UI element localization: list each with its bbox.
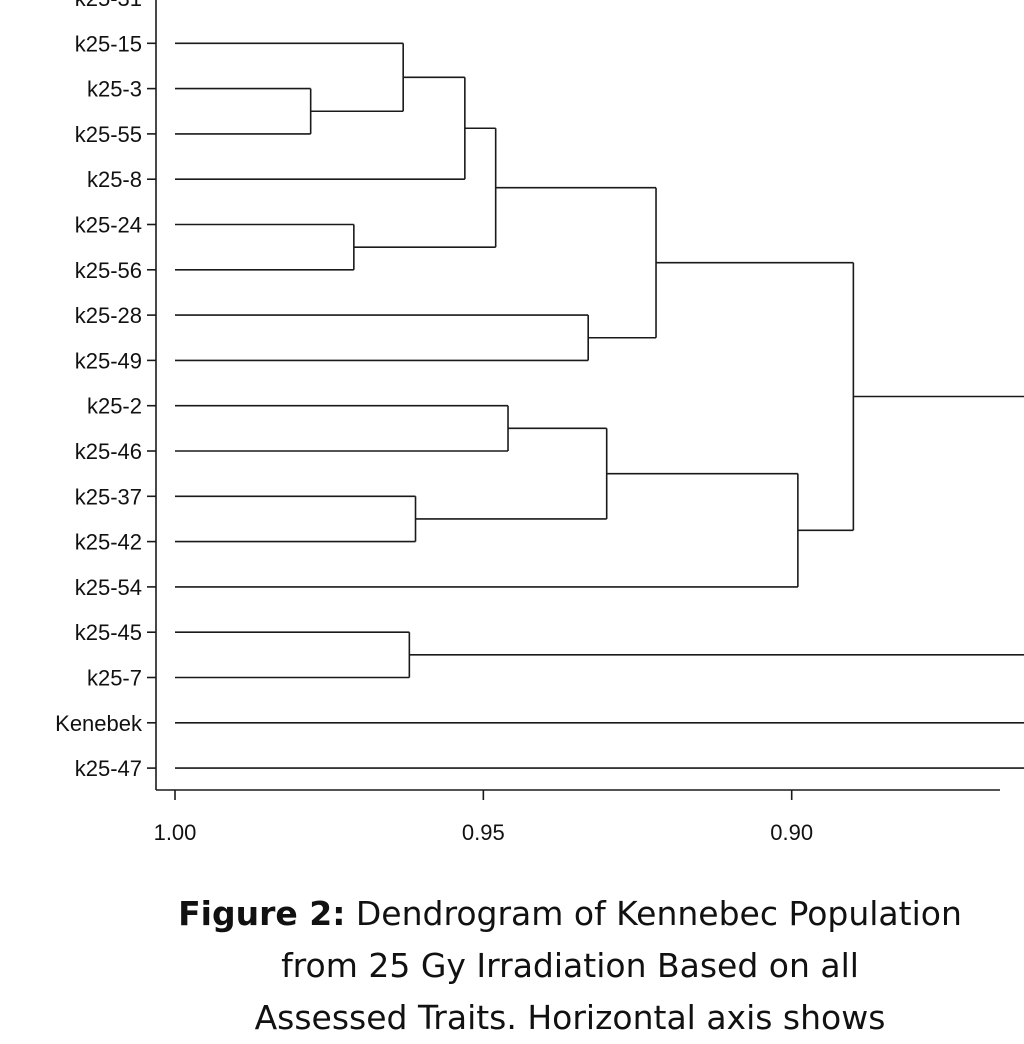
leaf-label-k25-8: k25-8: [87, 167, 142, 192]
caption-line-3: Assessed Traits. Horizontal axis shows: [254, 998, 886, 1037]
caption-line-2: from 25 Gy Irradiation Based on all: [281, 946, 859, 985]
caption-text-1: Dendrogram of Kennebec Population: [345, 894, 962, 933]
caption-figure-label: Figure 2:: [178, 894, 346, 933]
leaf-label-k25-7: k25-7: [87, 666, 142, 691]
leaf-label-Kenebek: Kenebek: [55, 711, 143, 736]
leaf-label-k25-55: k25-55: [75, 122, 142, 147]
leaf-label-k25-49: k25-49: [75, 348, 142, 373]
leaf-label-k25-24: k25-24: [75, 213, 142, 238]
leaf-label-k25-56: k25-56: [75, 258, 142, 283]
leaf-label-k25-46: k25-46: [75, 439, 142, 464]
leaf-label-k25-31: k25-31: [75, 0, 142, 11]
leaf-label-k25-28: k25-28: [75, 303, 142, 328]
leaf-label-k25-47: k25-47: [75, 756, 142, 781]
x-tick-label-0.90: 0.90: [770, 820, 813, 845]
leaf-label-k25-54: k25-54: [75, 575, 142, 600]
leaf-label-k25-42: k25-42: [75, 530, 142, 555]
figure-caption: Figure 2: Dendrogram of Kennebec Populat…: [0, 888, 1024, 1044]
leaf-label-k25-37: k25-37: [75, 484, 142, 509]
caption-line-1: Figure 2: Dendrogram of Kennebec Populat…: [0, 888, 1024, 940]
leaf-label-k25-45: k25-45: [75, 620, 142, 645]
axes: [147, 0, 1000, 800]
x-tick-labels: 1.000.950.900.850.800.75: [154, 820, 814, 845]
x-tick-label-1.00: 1.00: [154, 820, 197, 845]
leaf-labels: k25-31 k25-15 k25-3 k25-55 k25-8 k25-24 k25-56…: [55, 0, 143, 781]
leaf-label-k25-2: k25-2: [87, 394, 142, 419]
x-tick-label-0.95: 0.95: [462, 820, 505, 845]
leaf-label-k25-15: k25-15: [75, 31, 142, 56]
dendrogram-branches: [175, 42, 1024, 769]
leaf-label-k25-3: k25-3: [87, 77, 142, 102]
